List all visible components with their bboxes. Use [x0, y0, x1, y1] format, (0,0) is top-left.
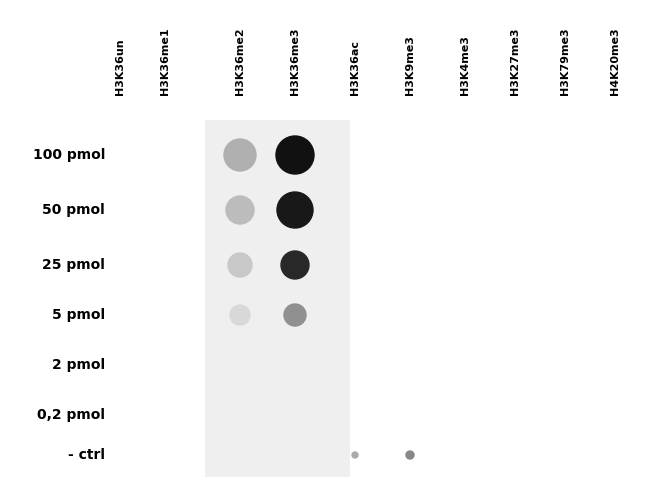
- Circle shape: [230, 305, 250, 325]
- Circle shape: [281, 251, 309, 279]
- Text: H3K36un: H3K36un: [115, 38, 125, 95]
- Text: H3K4me3: H3K4me3: [460, 35, 470, 95]
- Text: H3K79me3: H3K79me3: [560, 27, 570, 95]
- Text: H3K36me2: H3K36me2: [235, 27, 245, 95]
- Text: H3K27me3: H3K27me3: [510, 27, 520, 95]
- Text: H4K20me3: H4K20me3: [610, 27, 620, 95]
- Text: 50 pmol: 50 pmol: [42, 203, 105, 217]
- Text: 100 pmol: 100 pmol: [32, 148, 105, 162]
- Circle shape: [352, 452, 358, 458]
- Text: H3K36me3: H3K36me3: [290, 27, 300, 95]
- Circle shape: [228, 253, 252, 277]
- Text: H3K36me1: H3K36me1: [160, 27, 170, 95]
- Text: 5 pmol: 5 pmol: [52, 308, 105, 322]
- Text: 25 pmol: 25 pmol: [42, 258, 105, 272]
- Text: - ctrl: - ctrl: [68, 448, 105, 462]
- Text: H3K36ac: H3K36ac: [350, 40, 360, 95]
- Circle shape: [224, 139, 256, 171]
- Text: 2 pmol: 2 pmol: [52, 358, 105, 372]
- Circle shape: [284, 304, 306, 326]
- Circle shape: [226, 196, 254, 224]
- Circle shape: [406, 451, 414, 459]
- Text: 0,2 pmol: 0,2 pmol: [37, 408, 105, 422]
- Circle shape: [276, 136, 314, 174]
- Text: H3K9me3: H3K9me3: [405, 35, 415, 95]
- Bar: [205, 120, 350, 477]
- Circle shape: [277, 192, 313, 228]
